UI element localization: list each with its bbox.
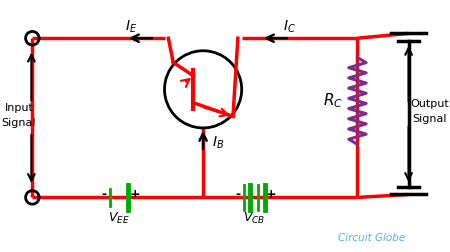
Text: Signal: Signal xyxy=(2,118,36,128)
Text: Signal: Signal xyxy=(413,114,447,124)
Text: -: - xyxy=(101,188,106,201)
Text: Input: Input xyxy=(4,103,33,113)
Text: -: - xyxy=(235,188,240,201)
Text: +: + xyxy=(266,188,276,201)
Text: $V_{CB}$: $V_{CB}$ xyxy=(243,211,266,226)
Text: $V_{EE}$: $V_{EE}$ xyxy=(108,211,130,226)
Text: $I_B$: $I_B$ xyxy=(212,134,225,151)
Text: $I_E$: $I_E$ xyxy=(125,18,137,35)
Text: +: + xyxy=(129,188,140,201)
Text: $I_C$: $I_C$ xyxy=(284,18,297,35)
Text: $R_C$: $R_C$ xyxy=(324,91,343,110)
Text: Circuit Globe: Circuit Globe xyxy=(338,233,405,243)
Text: Output: Output xyxy=(410,99,449,109)
